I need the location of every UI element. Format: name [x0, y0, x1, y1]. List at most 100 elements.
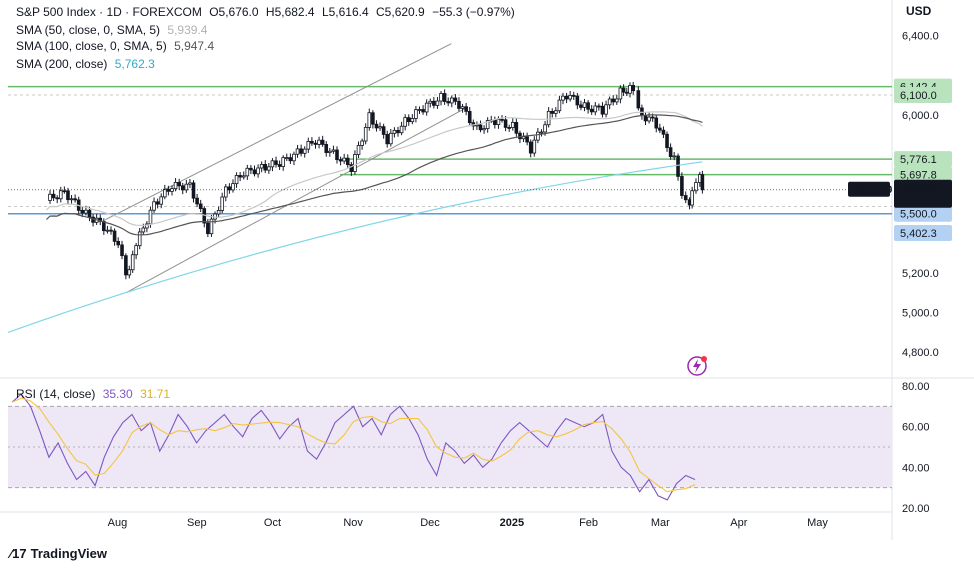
ticker-tag-bg	[848, 181, 890, 197]
ohlc-low: L5,616.4	[321, 5, 369, 19]
sma100-legend[interactable]: SMA (100, close, 0, SMA, 5) 5,947.4	[16, 38, 214, 54]
level-price-label: 5,776.1	[900, 154, 937, 166]
candle-body	[550, 110, 555, 114]
candle-body	[500, 118, 504, 121]
level-price-label: 6,100.0	[900, 90, 937, 102]
symbol-title: S&P 500 Index · 1D · FOREXCOM	[16, 5, 202, 19]
candle-body	[475, 124, 479, 127]
candle-body	[184, 183, 189, 191]
candle-body	[163, 188, 167, 198]
notification-dot	[701, 356, 707, 362]
candle-body	[324, 144, 329, 153]
candle-body	[568, 94, 572, 100]
candle-body	[306, 140, 311, 150]
candle-body	[650, 116, 655, 119]
ohlc-close: C5,620.9	[376, 5, 425, 19]
candle-body	[546, 110, 551, 126]
candle-body	[647, 116, 651, 122]
candle-body	[152, 201, 156, 211]
rsi-line[interactable]	[11, 393, 696, 501]
candle-body	[428, 100, 433, 104]
candle-body	[299, 148, 303, 154]
candle-body	[274, 160, 278, 165]
ohlc-high: H5,682.4	[265, 5, 315, 19]
candle-body	[367, 112, 372, 128]
level-price-tag	[894, 87, 952, 104]
sma200-line[interactable]	[7, 161, 703, 333]
candle-body	[399, 125, 404, 134]
candle-body	[87, 209, 92, 218]
candle-body	[284, 157, 289, 160]
candle-body	[191, 182, 196, 199]
sma50-label: SMA (50, close, 0, SMA, 5)	[16, 23, 161, 37]
lightning-icon[interactable]	[687, 356, 707, 376]
sma50-legend[interactable]: SMA (50, close, 0, SMA, 5) 5,939.4	[16, 22, 207, 38]
candle-body	[130, 254, 135, 271]
rsi-ma-value: 31.71	[140, 387, 171, 401]
candle-body	[245, 167, 250, 177]
currency-label[interactable]: USD	[906, 4, 932, 18]
sma100-line[interactable]	[45, 114, 703, 236]
candle-body	[625, 91, 629, 94]
candle-body	[259, 164, 264, 169]
candle-body	[170, 188, 174, 192]
candle-body	[564, 95, 569, 100]
candle-body	[467, 110, 472, 124]
candle-body	[277, 164, 282, 167]
candle-body	[51, 193, 56, 199]
ohlc-open: O5,676.0	[209, 5, 259, 19]
sma100-value: 5,947.4	[174, 39, 215, 53]
channel-lower-line[interactable]	[125, 108, 465, 294]
candle-body	[611, 98, 616, 103]
candle-body	[173, 182, 178, 190]
tradingview-logo[interactable]: ⁄17 TradingView	[10, 546, 107, 561]
candle-body	[654, 117, 659, 129]
candle-body	[589, 108, 594, 113]
candle-body	[148, 209, 153, 225]
level-price-tag	[894, 205, 952, 222]
candle-body	[137, 231, 142, 247]
candle-body	[571, 94, 576, 97]
candle-body	[270, 160, 275, 168]
candle-body	[631, 85, 636, 92]
candle-body	[198, 203, 203, 209]
candle-body	[338, 159, 343, 162]
candle-body	[385, 134, 390, 145]
candle-body	[521, 136, 526, 140]
candle-body	[672, 155, 677, 158]
candle-body	[514, 121, 519, 134]
price-tick-label: 4,800.0	[902, 347, 939, 359]
sma50-line[interactable]	[45, 111, 703, 226]
candle-body	[317, 139, 321, 145]
candle-body	[496, 118, 501, 126]
candle-body	[302, 148, 307, 154]
level-price-tag	[894, 151, 952, 168]
candle-body	[586, 102, 590, 110]
time-tick-label: May	[807, 517, 828, 529]
candle-body	[557, 99, 562, 112]
rsi-ma-line[interactable]	[11, 397, 696, 493]
candle-body	[600, 105, 605, 115]
rsi-legend[interactable]: RSI (14, close) 35.30 31.71	[16, 386, 170, 402]
candle-body	[621, 87, 626, 93]
candle-body	[288, 157, 293, 162]
sma200-legend[interactable]: SMA (200, close) 5,762.3	[16, 56, 155, 72]
candle-body	[554, 110, 558, 114]
candle-body	[180, 185, 185, 191]
candle-body	[442, 93, 447, 102]
candle-body	[582, 102, 587, 108]
candle-body	[392, 129, 397, 134]
symbol-legend: S&P 500 Index · 1D · FOREXCOM O5,676.0 H…	[16, 4, 515, 20]
candle-body	[363, 126, 368, 142]
candle-body	[328, 150, 332, 153]
last-price-tag-bg	[894, 179, 952, 208]
candle-body	[446, 101, 451, 104]
candle-body	[593, 105, 598, 113]
candle-body	[485, 120, 490, 129]
candle-body	[618, 87, 623, 100]
brand-name: TradingView	[30, 546, 107, 561]
candle-body	[493, 119, 497, 126]
candle-body	[249, 167, 253, 171]
candle-body	[220, 196, 225, 211]
